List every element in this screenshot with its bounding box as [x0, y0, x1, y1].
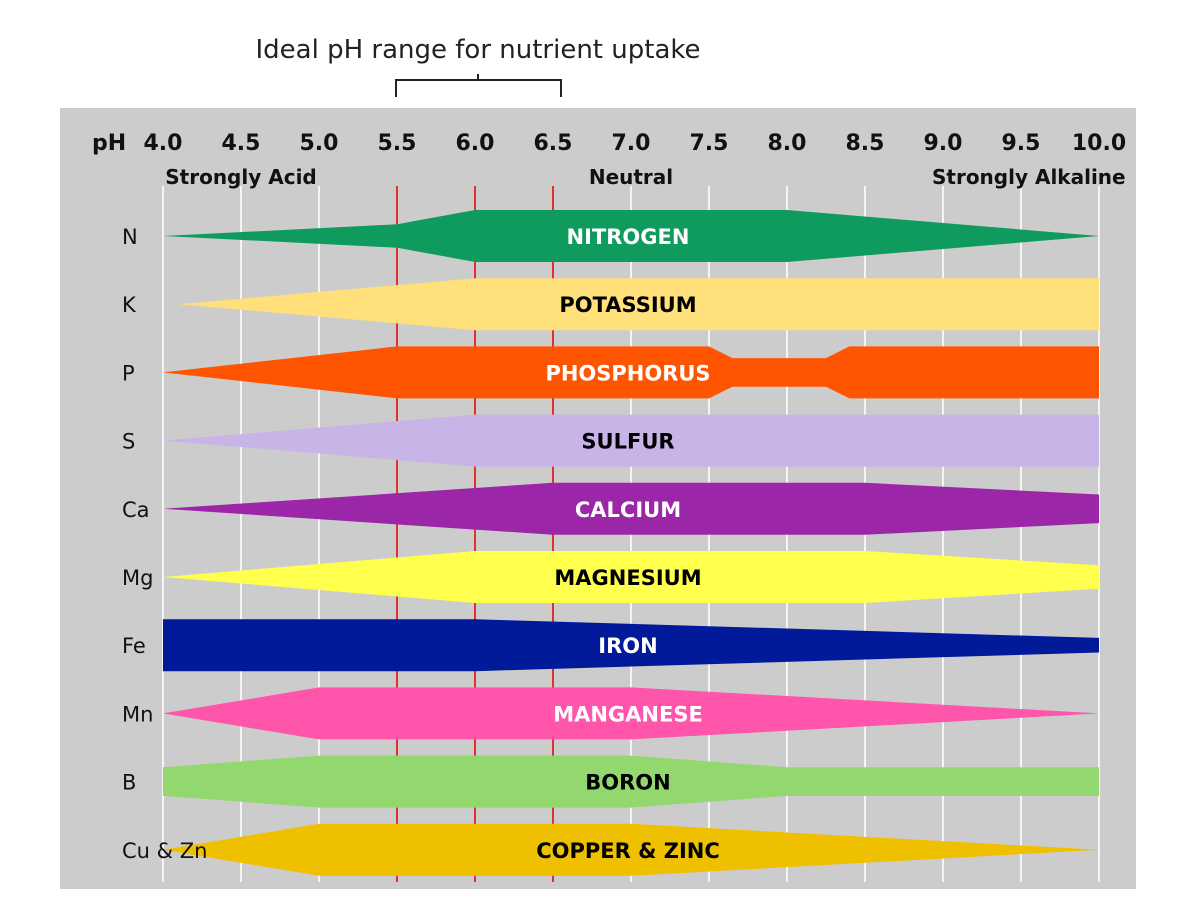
band-boron [163, 755, 1099, 808]
axis-prefix: pH [92, 131, 126, 156]
chart-title: Ideal pH range for nutrient uptake [255, 35, 700, 65]
ideal-range-bracket [395, 74, 562, 97]
tick-label-5-0: 5.0 [300, 131, 339, 156]
tick-label-9-0: 9.0 [924, 131, 963, 156]
band-manganese [163, 687, 1099, 740]
tick-label-4-5: 4.5 [222, 131, 261, 156]
zone-labels: Strongly Acid Neutral Strongly Alkaline [165, 165, 1125, 189]
label-boron: BORON [585, 771, 670, 795]
symbol-ca: Ca [122, 498, 150, 522]
symbol-n: N [122, 225, 138, 249]
tick-label-6-5: 6.5 [534, 131, 573, 156]
nutrient-band-labels: NITROGEN POTASSIUM PHOSPHORUS SULFUR CALCIUM… [536, 225, 720, 863]
tick-label-7-5: 7.5 [690, 131, 729, 156]
tick-label-9-5: 9.5 [1002, 131, 1041, 156]
label-manganese: MANGANESE [553, 702, 703, 726]
band-calcium [163, 482, 1099, 535]
tick-label-10-0: 10.0 [1072, 131, 1126, 156]
zone-label-strongly-acid: Strongly Acid [165, 165, 316, 189]
ph-tick-labels: 4.0 4.5 5.0 5.5 6.0 6.5 7.0 7.5 8.0 8.5 9.0 9.5 10.0 [144, 131, 1127, 156]
label-iron: IRON [598, 634, 657, 658]
symbol-mg: Mg [122, 566, 153, 590]
zone-label-strongly-alkaline: Strongly Alkaline [932, 165, 1126, 189]
label-calcium: CALCIUM [575, 498, 681, 522]
symbol-cu-zn: Cu & Zn [122, 839, 207, 863]
tick-label-4-0: 4.0 [144, 131, 183, 156]
band-iron [163, 619, 1099, 672]
zone-label-neutral: Neutral [589, 165, 673, 189]
tick-label-8-5: 8.5 [846, 131, 885, 156]
symbol-b: B [122, 771, 136, 795]
symbol-s: S [122, 430, 135, 454]
band-magnesium [163, 551, 1099, 603]
band-copper-zinc [163, 823, 1099, 876]
label-potassium: POTASSIUM [559, 293, 696, 317]
band-potassium [178, 278, 1100, 331]
tick-label-6-0: 6.0 [456, 131, 495, 156]
symbol-k: K [122, 293, 137, 317]
label-sulfur: SULFUR [581, 430, 674, 454]
symbol-p: P [122, 361, 135, 385]
label-nitrogen: NITROGEN [567, 225, 690, 249]
label-magnesium: MAGNESIUM [554, 566, 701, 590]
tick-label-7-0: 7.0 [612, 131, 651, 156]
label-copper-zinc: COPPER & ZINC [536, 839, 720, 863]
symbol-fe: Fe [122, 634, 146, 658]
tick-label-8-0: 8.0 [768, 131, 807, 156]
band-phosphorus [163, 346, 1099, 399]
label-phosphorus: PHOSPHORUS [545, 361, 710, 385]
tick-label-5-5: 5.5 [378, 131, 417, 156]
nutrient-symbols: N K P S Ca Mg Fe Mn B Cu & Zn [122, 225, 207, 863]
symbol-mn: Mn [122, 702, 153, 726]
band-nitrogen [163, 210, 1099, 262]
band-sulfur [163, 414, 1099, 467]
nutrient-bands [163, 210, 1100, 876]
